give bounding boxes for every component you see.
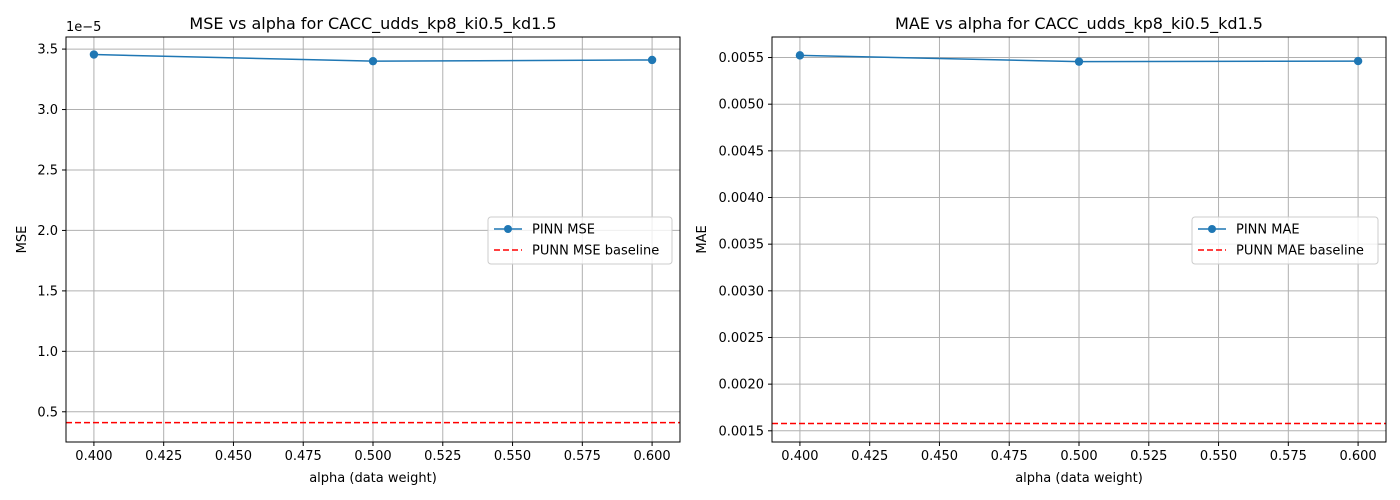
legend: PINN MSE PUNN MSE baseline xyxy=(487,216,673,265)
x-tick-label: 0.575 xyxy=(564,449,601,464)
y-axis-label: MSE xyxy=(15,226,30,254)
series-group xyxy=(772,51,1386,425)
grid xyxy=(772,37,1386,442)
chart-panel-2: 0.400 0.425 0.450 0.475 0.500 0.525 0.550 0.575… xyxy=(695,14,1387,486)
x-tick-label: 0.425 xyxy=(851,449,888,464)
legend-label: PINN MAE xyxy=(1236,223,1300,238)
x-tick-label: 0.475 xyxy=(285,449,322,464)
data-point xyxy=(647,55,657,65)
x-tick-label: 0.525 xyxy=(1130,449,1167,464)
data-point xyxy=(1074,57,1084,66)
y-tick-label: 0.0035 xyxy=(719,238,765,253)
y-tick-label: 0.0020 xyxy=(719,378,765,393)
x-tick-label: 0.550 xyxy=(1200,449,1237,464)
y-tick-label: 0.0015 xyxy=(719,424,765,439)
x-axis-label: alpha (data weight) xyxy=(309,471,437,486)
x-tick-label: 0.550 xyxy=(494,449,531,464)
chart-panel-1: 0.400 0.425 0.450 0.475 0.500 0.525 0.550 0.575… xyxy=(15,14,681,486)
y-tick-label: 1.5 xyxy=(37,284,58,299)
y-tick-label: 0.5 xyxy=(37,405,58,420)
x-tick-label: 0.575 xyxy=(1270,449,1307,464)
x-tick-label: 0.500 xyxy=(354,449,391,464)
y-tick-label: 0.0030 xyxy=(719,284,765,299)
y-tick-label: 0.0055 xyxy=(719,51,765,66)
chart-title: MAE vs alpha for CACC_udds_kp8_ki0.5_kd1… xyxy=(895,14,1263,34)
x-tick-label: 0.400 xyxy=(75,449,112,464)
legend-label: PINN MSE xyxy=(532,223,595,238)
series-group xyxy=(66,50,680,424)
y-tick-label: 0.0050 xyxy=(719,98,765,113)
y-tick-label: 0.0045 xyxy=(719,144,765,159)
chart-title: MSE vs alpha for CACC_udds_kp8_ki0.5_kd1… xyxy=(189,14,556,34)
x-tick-label: 0.450 xyxy=(921,449,958,464)
legend-swatch-marker xyxy=(504,225,512,233)
data-point xyxy=(368,56,378,66)
legend-label: PUNN MAE baseline xyxy=(1236,244,1364,259)
x-tick-label: 0.525 xyxy=(424,449,461,464)
y-tick-label: 2.5 xyxy=(37,163,58,178)
y-tick-label: 0.0025 xyxy=(719,331,765,346)
data-point xyxy=(795,51,805,60)
y-tick-label: 0.0040 xyxy=(719,191,765,206)
x-tick-label: 0.475 xyxy=(991,449,1028,464)
data-point xyxy=(89,50,99,59)
legend-box xyxy=(487,216,673,265)
x-tick-label: 0.400 xyxy=(781,449,818,464)
y-tick-label: 2.0 xyxy=(37,224,58,239)
legend-label: PUNN MSE baseline xyxy=(532,244,659,259)
x-tick-label: 0.600 xyxy=(633,449,670,464)
y-offset-text: 1e−5 xyxy=(66,20,101,35)
y-tick-label: 3.0 xyxy=(37,103,58,118)
legend: PINN MAE PUNN MAE baseline xyxy=(1191,216,1379,265)
y-axis-label: MAE xyxy=(695,225,710,253)
y-tick-label: 1.0 xyxy=(37,345,58,360)
legend-box xyxy=(1191,216,1379,265)
y-tick-label: 3.5 xyxy=(37,43,58,58)
x-axis-label: alpha (data weight) xyxy=(1015,471,1143,486)
legend-swatch-marker xyxy=(1208,225,1216,233)
data-point xyxy=(1353,56,1363,66)
x-tick-label: 0.425 xyxy=(145,449,182,464)
x-tick-label: 0.500 xyxy=(1060,449,1097,464)
x-tick-label: 0.600 xyxy=(1339,449,1376,464)
x-tick-label: 0.450 xyxy=(215,449,252,464)
